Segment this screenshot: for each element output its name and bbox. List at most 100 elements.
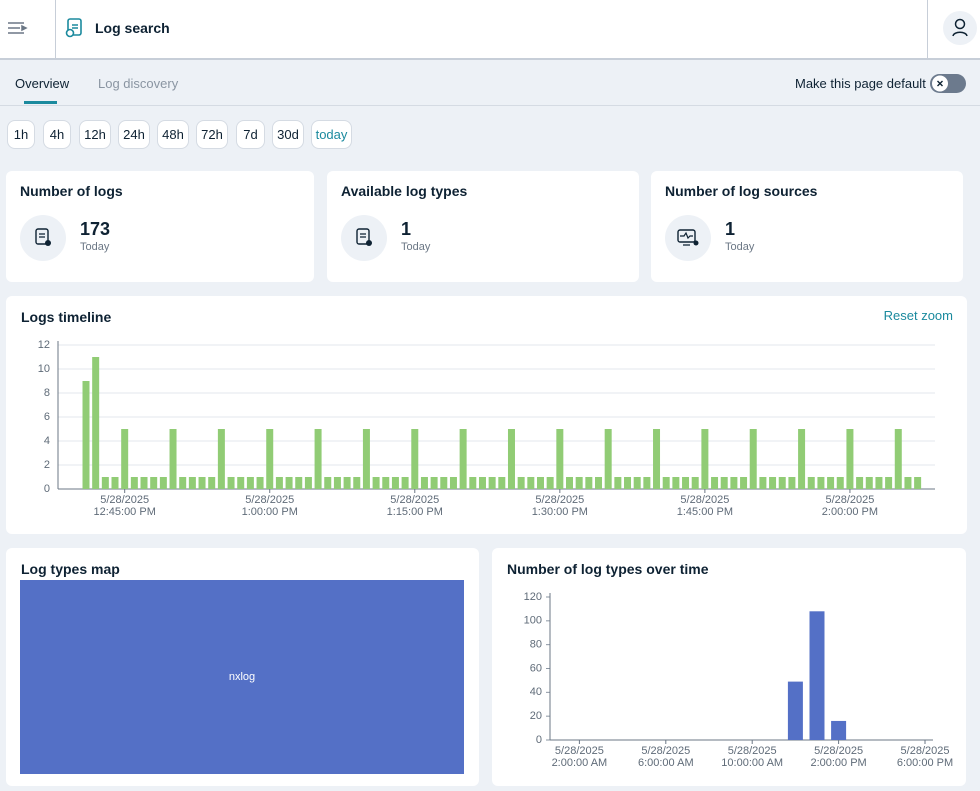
bar bbox=[556, 429, 564, 489]
time-range-button[interactable]: 1h bbox=[7, 120, 35, 149]
bar bbox=[275, 477, 283, 489]
time-range-button[interactable]: 4h bbox=[43, 120, 71, 149]
bar bbox=[92, 357, 100, 489]
tab-underline bbox=[24, 101, 57, 104]
bar bbox=[420, 477, 428, 489]
bar bbox=[575, 477, 583, 489]
bar bbox=[865, 477, 873, 489]
x-tick-label: 5/28/2025 2:00:00 PM bbox=[822, 494, 878, 518]
bar bbox=[391, 477, 399, 489]
bar bbox=[382, 477, 390, 489]
stat-card: Number of logs 173 Today bbox=[6, 171, 314, 282]
time-range-button[interactable]: 12h bbox=[79, 120, 111, 149]
x-tick-label: 5/28/2025 6:00:00 AM bbox=[638, 745, 694, 769]
y-tick-label: 4 bbox=[44, 435, 50, 447]
toggle[interactable] bbox=[929, 73, 967, 94]
bar bbox=[807, 477, 815, 489]
x-tick-label: 5/28/2025 2:00:00 AM bbox=[552, 745, 608, 769]
bar bbox=[759, 477, 767, 489]
timeline-card: Logs timeline Reset zoom bbox=[6, 296, 967, 534]
stat-value: 1 bbox=[401, 219, 412, 239]
stat-icon bbox=[665, 215, 711, 261]
x-tick-label: 5/28/2025 1:00:00 PM bbox=[242, 494, 298, 518]
stat-value: 1 bbox=[725, 219, 736, 239]
bar bbox=[256, 477, 264, 489]
bar bbox=[856, 477, 864, 489]
y-tick-label: 12 bbox=[38, 339, 50, 351]
time-range-button[interactable]: today bbox=[311, 120, 352, 149]
bar bbox=[662, 477, 670, 489]
bar bbox=[730, 477, 738, 489]
bar bbox=[343, 477, 351, 489]
bar bbox=[827, 477, 835, 489]
bar bbox=[188, 477, 196, 489]
bar bbox=[227, 477, 235, 489]
tab-active[interactable]: Overview bbox=[15, 76, 70, 91]
stat-value: 173 bbox=[80, 219, 111, 239]
tabs-divider bbox=[0, 105, 980, 106]
bar bbox=[285, 477, 293, 489]
stat-title: Available log types bbox=[341, 183, 468, 199]
bar bbox=[498, 477, 506, 489]
stat-caption: Today bbox=[80, 241, 110, 253]
bar bbox=[595, 477, 603, 489]
bar bbox=[904, 477, 912, 489]
x-tick-label: 5/28/2025 6:00:00 PM bbox=[897, 745, 953, 769]
bar bbox=[101, 477, 109, 489]
treemap-cell bbox=[20, 580, 464, 774]
bar bbox=[440, 477, 448, 489]
bar bbox=[604, 429, 612, 489]
types-card: Number of log types over time bbox=[492, 548, 966, 786]
bar bbox=[401, 477, 409, 489]
bar bbox=[633, 477, 641, 489]
y-tick-label: 0 bbox=[44, 483, 50, 495]
menu-button[interactable] bbox=[7, 20, 29, 38]
bar bbox=[624, 477, 632, 489]
y-tick-label: 10 bbox=[38, 363, 50, 375]
bar bbox=[295, 477, 303, 489]
y-tick-label: 0 bbox=[536, 734, 542, 746]
y-tick-label: 6 bbox=[44, 411, 50, 423]
bar bbox=[517, 477, 525, 489]
bar bbox=[740, 477, 748, 489]
bar bbox=[720, 477, 728, 489]
divider bbox=[927, 0, 928, 58]
time-range-button[interactable]: 48h bbox=[157, 120, 189, 149]
time-range-button[interactable]: 24h bbox=[118, 120, 150, 149]
bar bbox=[836, 477, 844, 489]
tab[interactable]: Log discovery bbox=[98, 76, 179, 91]
user-button[interactable] bbox=[942, 10, 978, 46]
bar bbox=[130, 477, 138, 489]
y-tick-label: 100 bbox=[524, 615, 542, 627]
stat-caption: Today bbox=[725, 241, 755, 253]
bar bbox=[82, 381, 90, 489]
time-range-button[interactable]: 7d bbox=[236, 120, 265, 149]
stat-title: Number of log sources bbox=[665, 183, 818, 199]
stat-card: Available log types 1 Today bbox=[327, 171, 639, 282]
bar bbox=[179, 477, 187, 489]
bar bbox=[478, 477, 486, 489]
y-tick-label: 20 bbox=[530, 710, 542, 722]
bar bbox=[140, 477, 148, 489]
bar bbox=[353, 477, 361, 489]
bar bbox=[333, 477, 341, 489]
bar bbox=[372, 477, 380, 489]
bar bbox=[111, 477, 119, 489]
x-tick-label: 5/28/2025 10:00:00 AM bbox=[721, 745, 783, 769]
bar bbox=[150, 477, 158, 489]
reset-zoom[interactable]: Reset zoom bbox=[883, 308, 953, 323]
chart-title: Logs timeline bbox=[21, 309, 112, 325]
time-range-button[interactable]: 30d bbox=[272, 120, 304, 149]
time-range-button[interactable]: 72h bbox=[196, 120, 228, 149]
y-tick-label: 120 bbox=[524, 591, 542, 603]
bar bbox=[769, 477, 777, 489]
stat-caption: Today bbox=[401, 241, 431, 253]
bar bbox=[488, 477, 496, 489]
bar bbox=[536, 477, 544, 489]
bar bbox=[411, 429, 419, 489]
y-tick-label: 2 bbox=[44, 459, 50, 471]
bar bbox=[208, 477, 216, 489]
header: Log search bbox=[0, 0, 980, 60]
bar bbox=[169, 429, 177, 489]
